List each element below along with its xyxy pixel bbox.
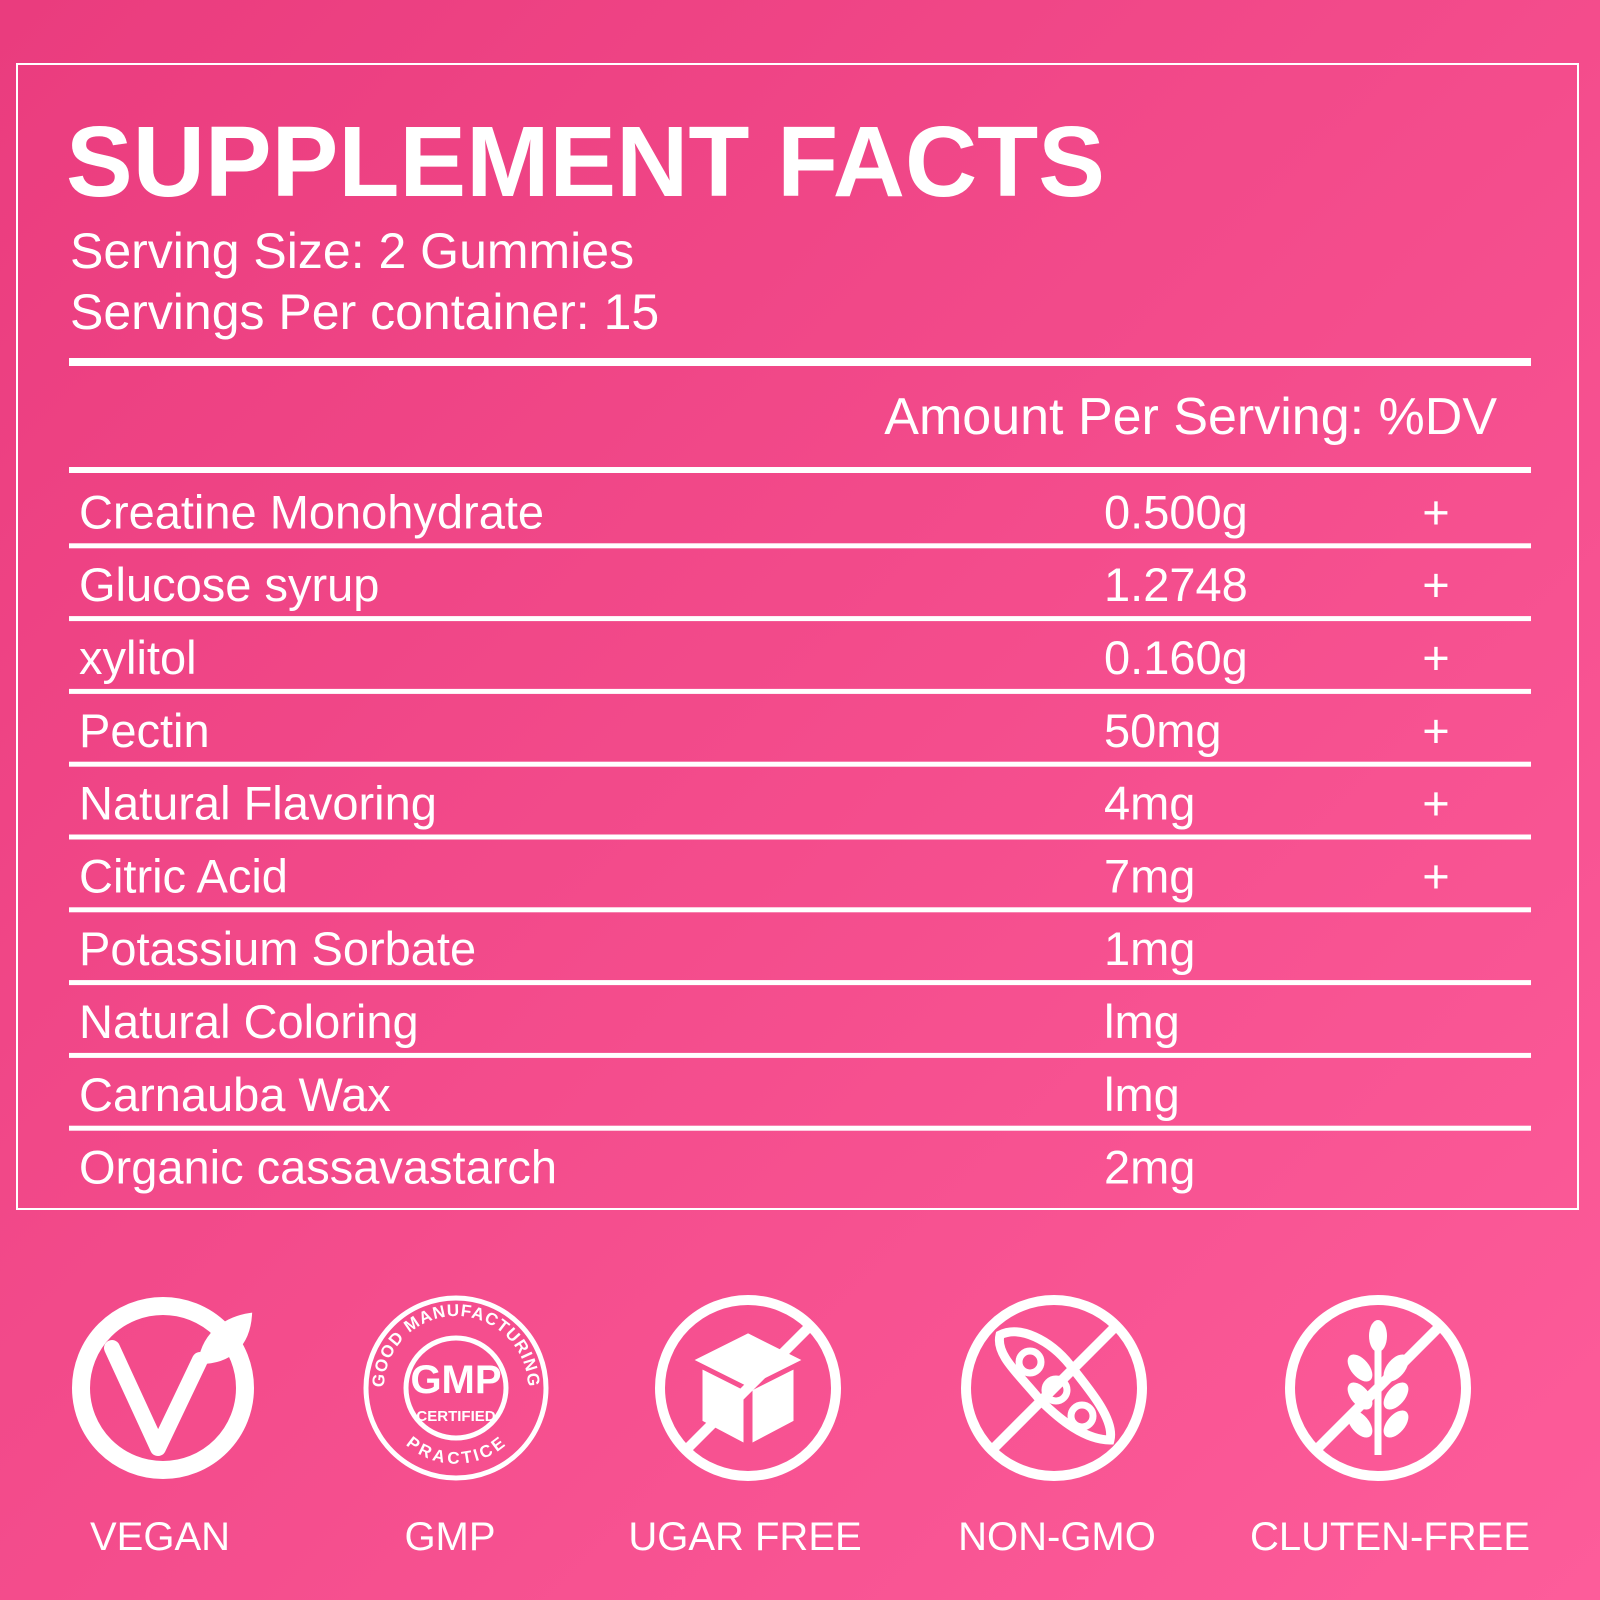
badge-icons [72, 1295, 1471, 1481]
ingredient-amount: 50mg [1104, 704, 1222, 757]
row-divider [69, 688, 1531, 694]
ingredient-dv: + [1422, 849, 1449, 902]
seal-sub: CERTIFIED [416, 1408, 495, 1425]
row-divider [69, 834, 1531, 840]
ingredient-dv: + [1422, 558, 1449, 611]
badge-label: CLUTEN-FREE [1250, 1515, 1530, 1559]
title: SUPPLEMENT FACTS [66, 106, 1105, 218]
ingredient-name: Natural Coloring [79, 995, 419, 1048]
badge-label: NON-GMO [958, 1515, 1156, 1559]
ingredient-dv: + [1422, 777, 1449, 830]
ingredient-name: Carnauba Wax [79, 1068, 391, 1121]
ingredient-amount: 2mg [1104, 1141, 1195, 1194]
gluten-free-icon [1285, 1295, 1471, 1481]
ingredient-amount: lmg [1104, 1068, 1180, 1121]
ingredient-name: Organic cassavastarch [79, 1141, 557, 1194]
row-divider [69, 980, 1531, 986]
badge-label: VEGAN [90, 1515, 230, 1559]
row-divider [69, 616, 1531, 622]
ingredient-dv: + [1422, 631, 1449, 684]
ingredient-name: Citric Acid [79, 849, 288, 902]
facts-border [16, 63, 1579, 1210]
servings-per-container: Servings Per container: 15 [70, 284, 659, 340]
badge-labels: VEGAN GMP UGAR FREE NON-GMO CLUTEN-FREE [90, 1515, 1530, 1559]
row-divider [69, 1125, 1531, 1131]
ingredient-name: Glucose syrup [79, 558, 379, 611]
row-divider [69, 761, 1531, 767]
ingredient-amount: 4mg [1104, 777, 1195, 830]
divider [69, 358, 1531, 366]
vegan-icon [72, 1297, 254, 1479]
ingredient-amount: lmg [1104, 995, 1180, 1048]
seal-center: GMP [410, 1358, 501, 1402]
non-gmo-icon [961, 1295, 1147, 1481]
badge-label: UGAR FREE [628, 1515, 861, 1559]
ingredient-name: xylitol [79, 631, 197, 684]
ingredient-dv: + [1422, 704, 1449, 757]
ingredient-name: Pectin [79, 704, 210, 757]
ingredient-name: Creatine Monohydrate [79, 485, 544, 538]
sugar-free-icon [655, 1295, 841, 1481]
ingredient-amount: 1mg [1104, 922, 1195, 975]
badge-label: GMP [404, 1515, 495, 1559]
serving-size: Serving Size: 2 Gummies [70, 223, 634, 279]
facts-rows: Creatine Monohydrate 0.500g + Glucose syrup… [69, 485, 1531, 1194]
table-header: Amount Per Serving: %DV [884, 388, 1497, 446]
divider [69, 467, 1531, 473]
row-divider [69, 543, 1531, 549]
ingredient-dv: + [1422, 485, 1449, 538]
ingredient-name: Potassium Sorbate [79, 922, 476, 975]
row-divider [69, 1052, 1531, 1058]
gmp-icon [363, 1295, 549, 1481]
ingredient-name: Natural Flavoring [79, 777, 437, 830]
ingredient-amount: 7mg [1104, 849, 1195, 902]
ingredient-amount: 0.160g [1104, 631, 1248, 684]
ingredient-amount: 1.2748 [1104, 558, 1248, 611]
ingredient-amount: 0.500g [1104, 485, 1248, 538]
row-divider [69, 907, 1531, 913]
